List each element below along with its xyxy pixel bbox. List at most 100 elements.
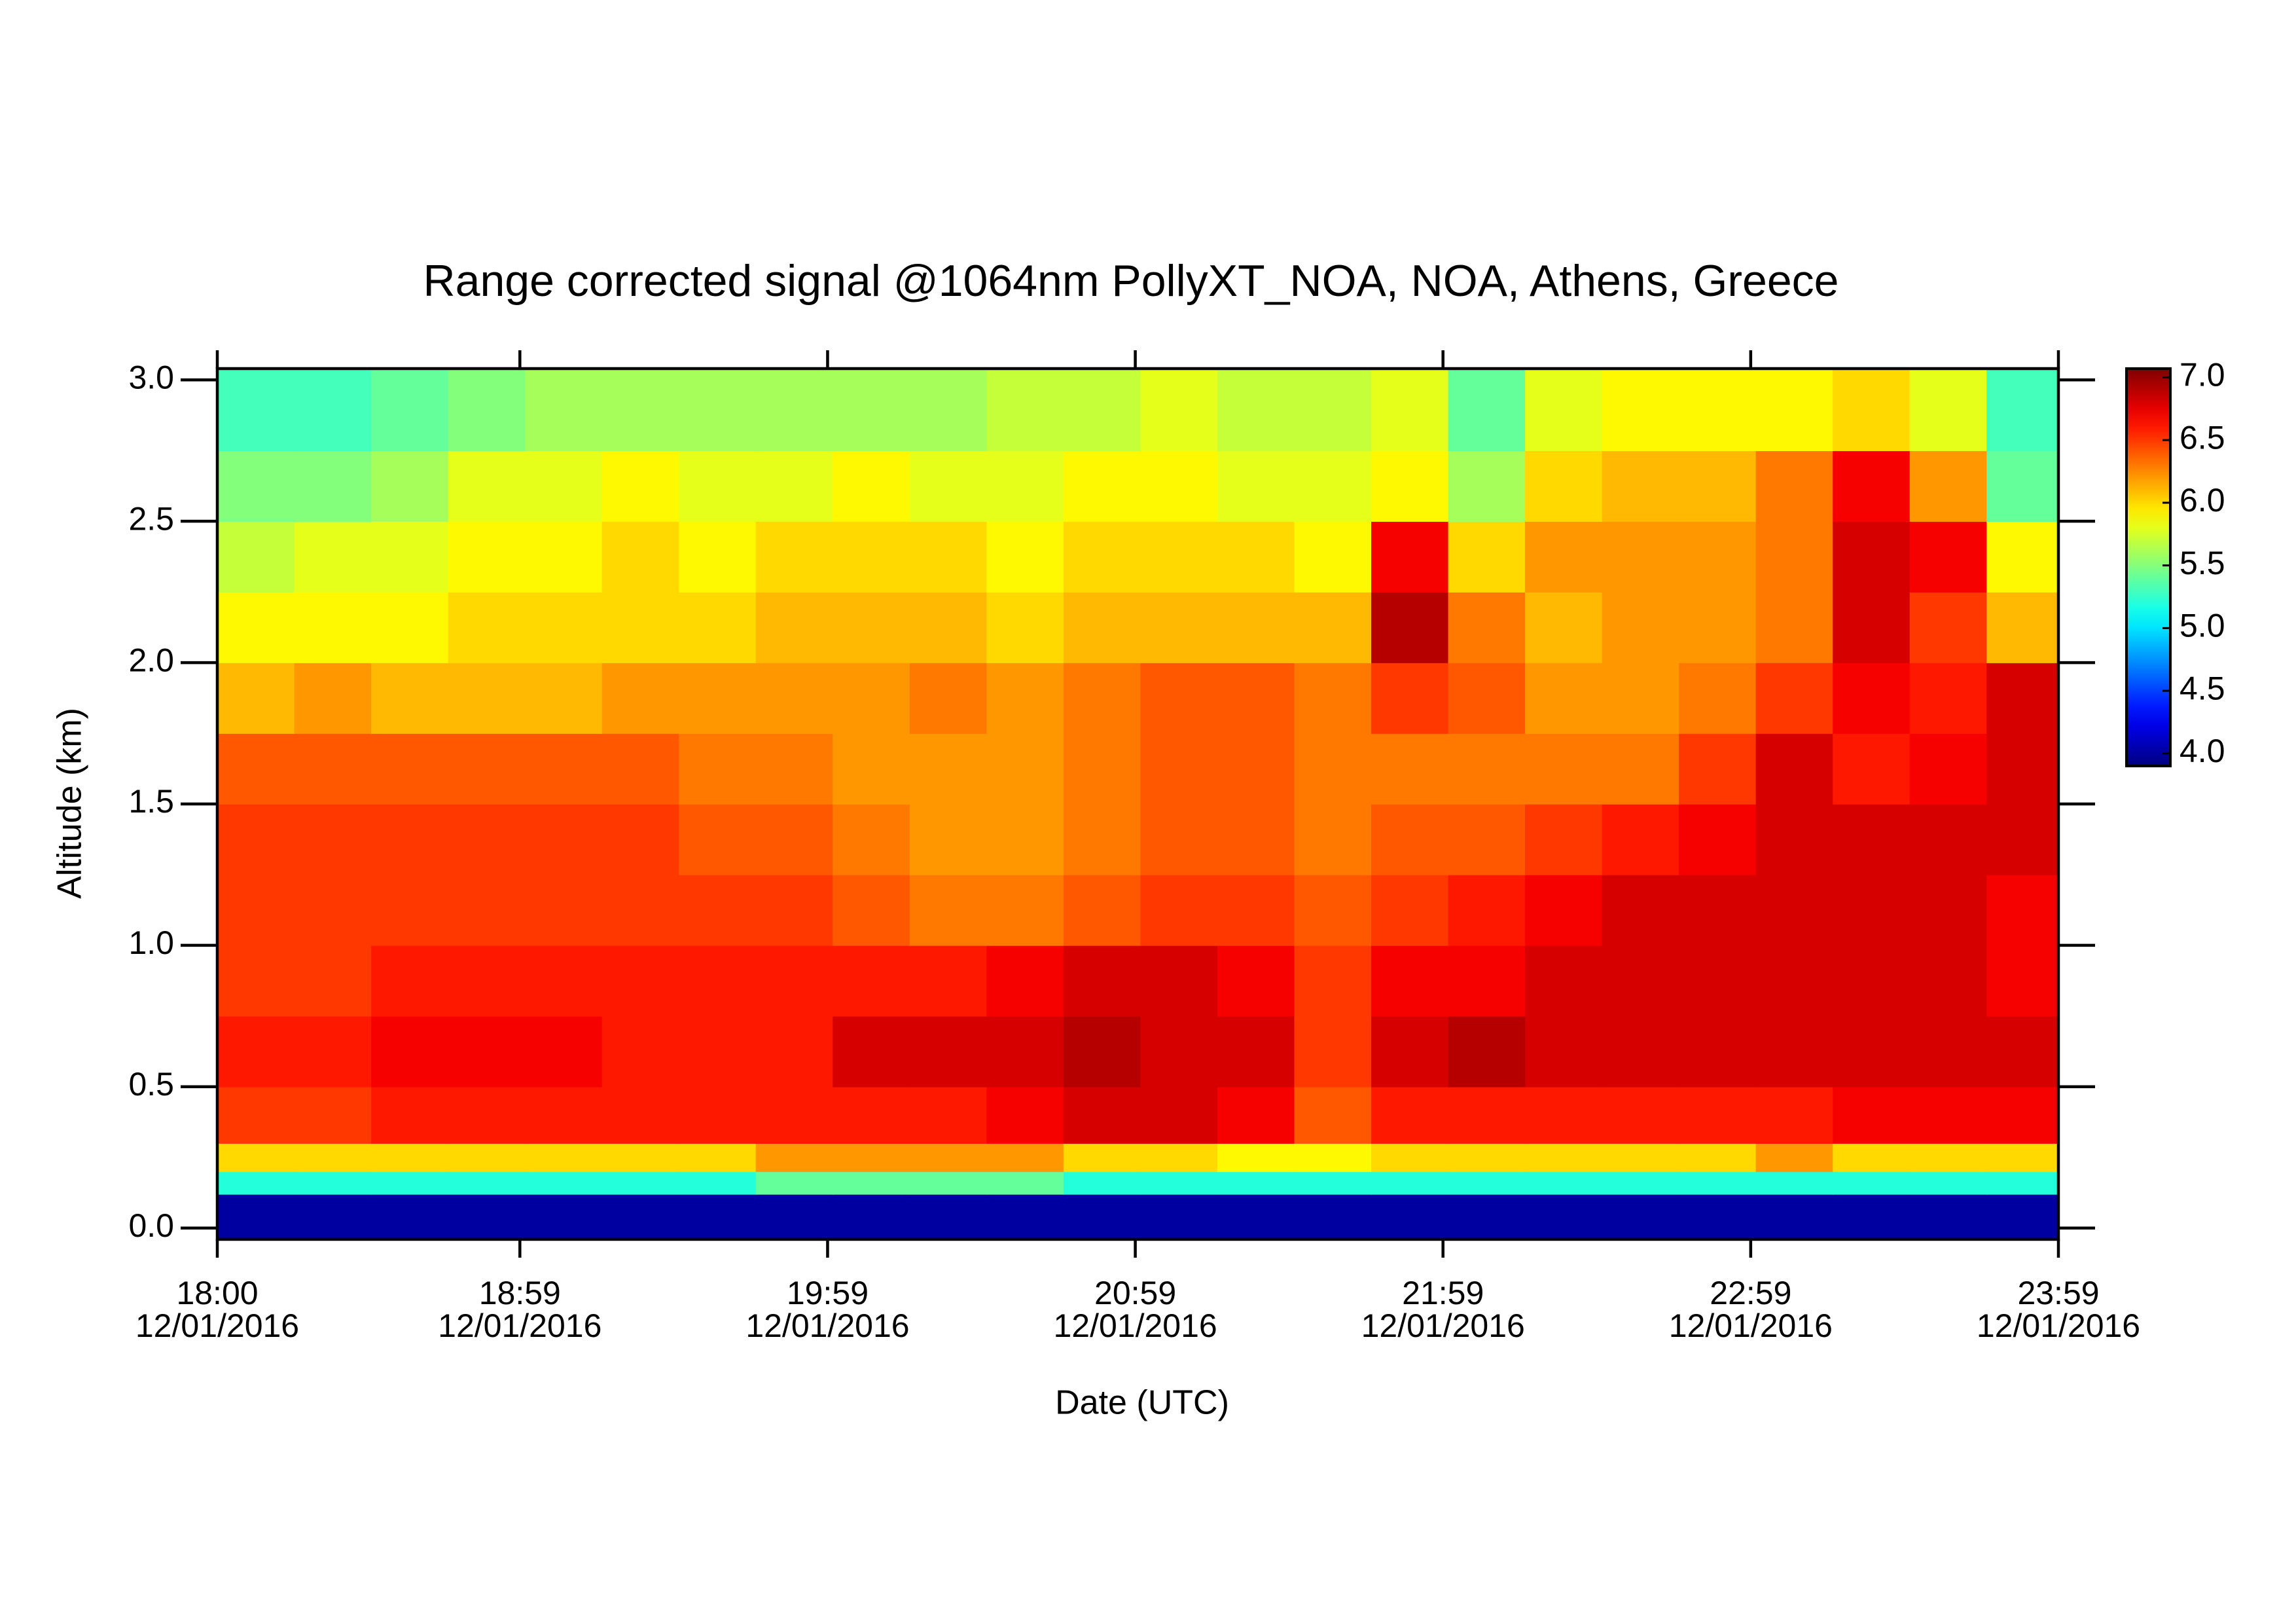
heatmap-cell [1294, 521, 1372, 593]
y-tick-label: 0.0 [128, 1207, 174, 1244]
heatmap-cell [1755, 369, 1834, 452]
heatmap-cell [371, 874, 449, 946]
heatmap-cell [1371, 804, 1449, 875]
y-tick-label: 2.5 [128, 500, 174, 537]
heatmap-cell [448, 1194, 526, 1240]
heatmap-cell [1140, 804, 1218, 875]
heatmap-cell [1986, 874, 2059, 946]
heatmap-cell [1525, 663, 1603, 734]
heatmap-cell [909, 592, 988, 663]
heatmap-cell [601, 1143, 680, 1173]
heatmap-cell [986, 592, 1064, 663]
colorbar-tick-label: 4.0 [2179, 733, 2225, 769]
heatmap-cell [1140, 1194, 1218, 1240]
colorbar-tick-label: 7.0 [2179, 357, 2225, 393]
heatmap-cell [755, 1194, 834, 1240]
heatmap-cell [986, 945, 1064, 1017]
heatmap-cell [371, 733, 449, 805]
heatmap-cell [1217, 804, 1295, 875]
x-tick-date: 12/01/2016 [1053, 1307, 1217, 1344]
heatmap-cell [1371, 733, 1449, 805]
colorbar-tick-label: 5.0 [2179, 608, 2225, 644]
heatmap-cell [1833, 1015, 1910, 1087]
heatmap-cell [1602, 521, 1679, 593]
heatmap-cell [1602, 1194, 1679, 1240]
heatmap-cell [294, 804, 372, 875]
heatmap-cell [1140, 521, 1218, 593]
heatmap-cell [679, 521, 757, 593]
heatmap-cell [679, 369, 757, 452]
heatmap-cell [601, 874, 680, 946]
heatmap-cell [1525, 1143, 1603, 1173]
heatmap-cell [1140, 1015, 1218, 1087]
heatmap-cell [525, 450, 603, 522]
heatmap-cell [1833, 663, 1910, 734]
heatmap-cell [1063, 1015, 1141, 1087]
heatmap-cell [679, 663, 757, 734]
heatmap-cell [1525, 1015, 1603, 1087]
heatmap-cell [755, 1015, 834, 1087]
heatmap-cell [525, 733, 603, 805]
heatmap-cell [986, 521, 1064, 593]
heatmap-cell [1448, 1194, 1526, 1240]
heatmap-cell [1755, 733, 1834, 805]
heatmap-cell [371, 592, 449, 663]
heatmap-cell [1063, 1171, 1141, 1195]
heatmap-cell [1986, 1143, 2059, 1173]
heatmap-cell [1371, 1015, 1449, 1087]
x-tick-date: 12/01/2016 [135, 1307, 299, 1344]
heatmap-cell [1294, 592, 1372, 663]
heatmap-cell [679, 1171, 757, 1195]
heatmap-cell [909, 733, 988, 805]
heatmap-cell [755, 945, 834, 1017]
heatmap-cell [1448, 369, 1526, 452]
heatmap-cell [525, 1143, 603, 1173]
heatmap-cell [601, 1194, 680, 1240]
heatmap-cell [1140, 1171, 1218, 1195]
heatmap-cell [1294, 1015, 1372, 1087]
heatmap-cell [1986, 1015, 2059, 1087]
heatmap-cell [1371, 1194, 1449, 1240]
heatmap-cell [294, 369, 372, 452]
heatmap-cell [294, 945, 372, 1017]
heatmap-cell [217, 733, 295, 805]
heatmap-cell [833, 1015, 910, 1087]
heatmap-cell [601, 369, 680, 452]
heatmap-cell [1602, 874, 1679, 946]
heatmap-cell [1140, 369, 1218, 452]
heatmap-cell [1294, 945, 1372, 1017]
heatmap-cell [679, 1015, 757, 1087]
heatmap-cell [217, 663, 295, 734]
heatmap-cell [833, 592, 910, 663]
x-tick-label: 18:59 [479, 1275, 561, 1311]
heatmap-cell [371, 450, 449, 522]
heatmap-cell [1679, 1015, 1757, 1087]
heatmap-cell [1909, 1171, 1988, 1195]
heatmap-cell [525, 663, 603, 734]
heatmap-cell [755, 733, 834, 805]
heatmap-cell [986, 1015, 1064, 1087]
heatmap-cell [833, 663, 910, 734]
heatmap-cell [371, 663, 449, 734]
heatmap-cell [217, 521, 295, 593]
heatmap-cell [1909, 663, 1988, 734]
heatmap-cell [1140, 592, 1218, 663]
heatmap-cell [601, 804, 680, 875]
heatmap-cell [1525, 521, 1603, 593]
heatmap-cell [601, 1015, 680, 1087]
heatmap-cell [1294, 1171, 1372, 1195]
x-tick-date: 12/01/2016 [745, 1307, 909, 1344]
heatmap-cell [1909, 874, 1988, 946]
heatmap-cell [755, 1086, 834, 1144]
heatmap-cell [1679, 733, 1757, 805]
heatmap-cell [601, 521, 680, 593]
heatmap-cell [1294, 1194, 1372, 1240]
heatmap-cell [1448, 592, 1526, 663]
heatmap-cell [448, 663, 526, 734]
heatmap-cell [1833, 1194, 1910, 1240]
heatmap-cell [1909, 945, 1988, 1017]
heatmap-cell [1755, 450, 1834, 522]
heatmap-cell [371, 369, 449, 452]
heatmap-cell [679, 1086, 757, 1144]
heatmap-cell [1679, 521, 1757, 593]
